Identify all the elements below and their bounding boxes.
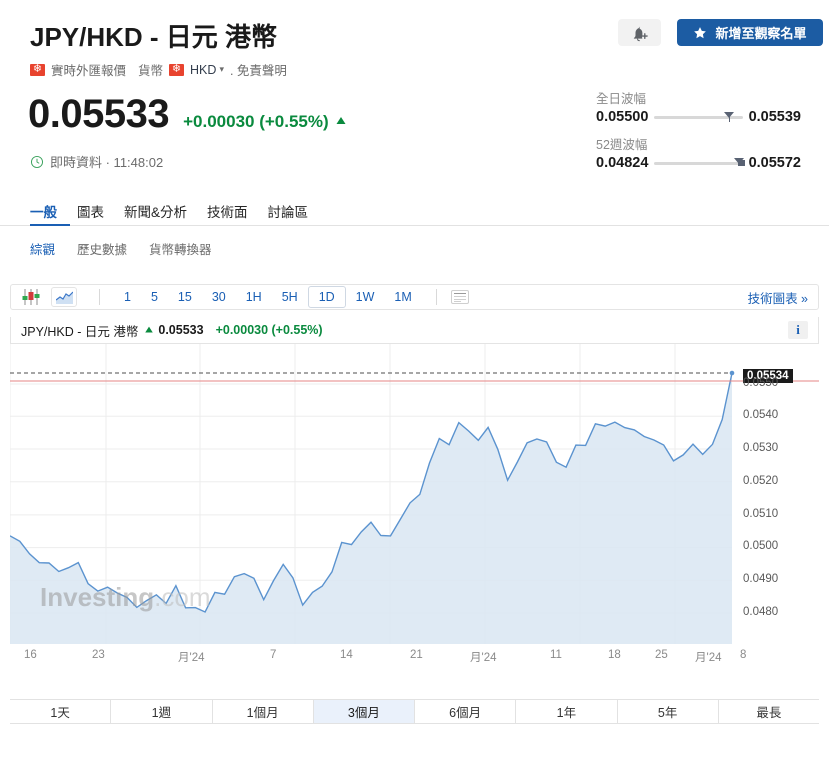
svg-text:Investing.com: Investing.com — [40, 582, 210, 612]
